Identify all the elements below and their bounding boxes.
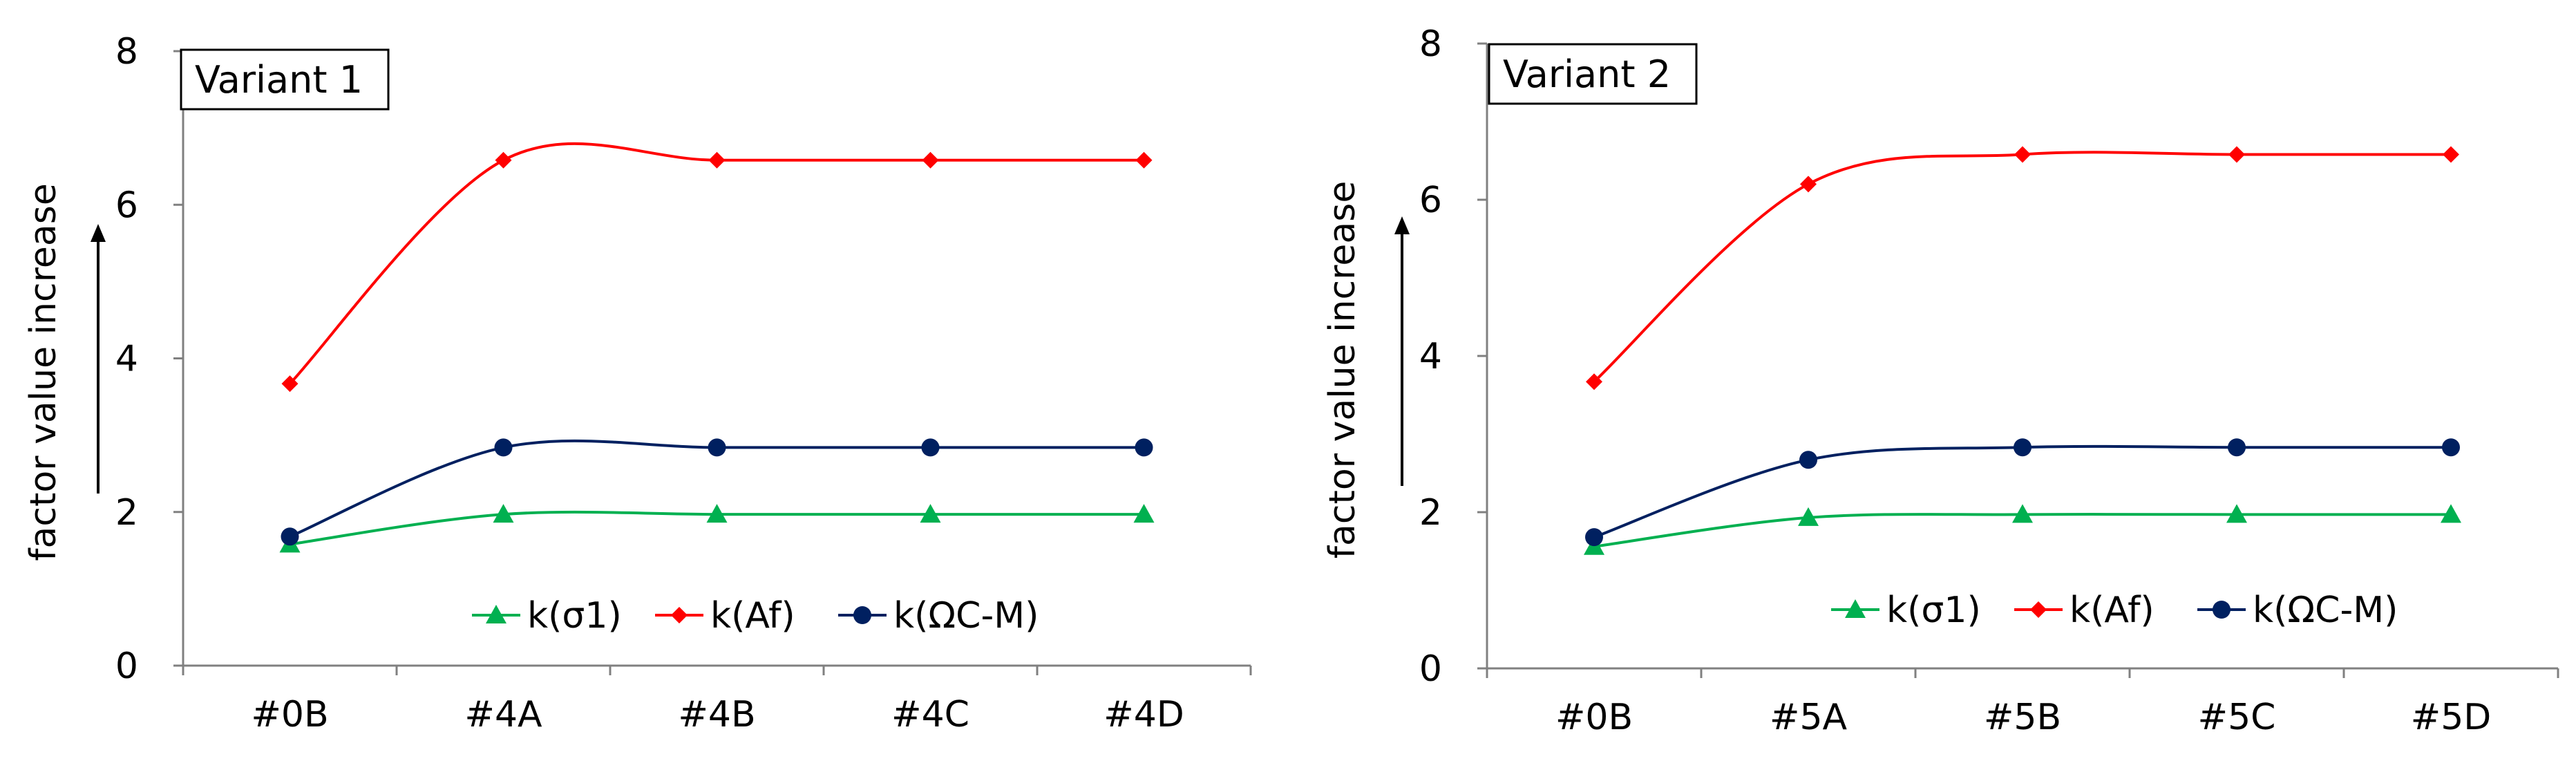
- legend-label: k(σ1): [1886, 590, 1981, 631]
- legend-label: k(ΩC-M): [893, 595, 1039, 637]
- data-point: [1798, 507, 1819, 526]
- y-tick-label: 6: [115, 185, 138, 226]
- series-2: [281, 142, 1153, 393]
- y-axis-title: factor value increase: [23, 183, 64, 561]
- variant-label-text: Variant 1: [195, 58, 363, 102]
- y-tick-label: 6: [1419, 180, 1442, 221]
- data-point: [494, 438, 513, 457]
- data-point: [2228, 146, 2245, 163]
- legend-marker: [486, 605, 506, 623]
- data-point: [2228, 438, 2246, 457]
- data-point: [2012, 504, 2033, 523]
- x-tick-label: #0B: [251, 694, 328, 735]
- y-tick-label: 0: [1419, 648, 1442, 690]
- legend: k(σ1) k(Af) k(ΩC-M): [1831, 590, 2398, 631]
- y-axis-title: factor value increase: [1322, 181, 1363, 559]
- chart-panel-2: 0 2 4 6 8 #0B #5A #5B #5C #5D factor value increas…: [1322, 24, 2559, 738]
- legend-label: k(ΩC-M): [2253, 590, 2398, 631]
- series-1: [1584, 504, 2461, 555]
- y-tick-label: 2: [1419, 492, 1442, 534]
- x-tick-label: #0B: [1555, 697, 1633, 738]
- data-point: [1135, 151, 1153, 169]
- data-point: [281, 375, 299, 393]
- x-tick-label: #4C: [891, 694, 969, 735]
- variant-label-box: Variant 2: [1488, 43, 1698, 105]
- y-tick-label: 8: [1419, 24, 1442, 65]
- legend-label: k(σ1): [527, 595, 622, 637]
- data-point: [2442, 438, 2460, 457]
- data-point: [922, 151, 939, 169]
- series-3: [281, 438, 1153, 546]
- data-point: [1586, 373, 1602, 391]
- up-arrow-icon: [91, 224, 106, 242]
- data-point: [495, 151, 512, 169]
- x-tick-label: #4D: [1104, 694, 1184, 735]
- y-tick-label: 2: [115, 492, 138, 534]
- legend-marker: [2030, 601, 2047, 618]
- series-line: [289, 142, 1144, 385]
- data-point: [2014, 146, 2031, 163]
- y-tick-label: 4: [1419, 336, 1442, 377]
- x-tick-label: #4A: [464, 694, 542, 735]
- variant-label-box: Variant 1: [180, 48, 390, 111]
- data-point: [2014, 438, 2032, 457]
- data-point: [708, 438, 726, 457]
- data-point: [1135, 438, 1153, 457]
- legend-marker: [853, 606, 871, 624]
- data-point: [2226, 504, 2247, 523]
- data-point: [706, 504, 728, 523]
- legend-marker: [2213, 601, 2231, 619]
- legend-item: k(Af): [655, 595, 795, 637]
- legend-label: k(Af): [710, 595, 795, 637]
- x-tick-label: #5D: [2411, 697, 2492, 738]
- variant-label-text: Variant 2: [1503, 53, 1671, 96]
- data-point: [493, 504, 514, 523]
- legend: k(σ1) k(Af) k(ΩC-M): [472, 595, 1039, 637]
- variant-label-frame: [180, 48, 390, 111]
- legend-marker: [1845, 599, 1866, 618]
- y-tick-label: 4: [115, 339, 138, 380]
- x-tick-label: #4B: [678, 694, 755, 735]
- data-point: [920, 504, 941, 523]
- variant-label-frame: [1488, 43, 1698, 105]
- x-tick-label: #5B: [1984, 697, 2061, 738]
- legend-item: k(Af): [2014, 590, 2154, 631]
- x-tick-label: #5A: [1770, 697, 1848, 738]
- data-point: [2441, 504, 2461, 523]
- legend-item: k(σ1): [1831, 590, 1981, 631]
- series-2: [1586, 146, 2459, 391]
- legend-label: k(Af): [2070, 590, 2154, 631]
- y-tick-label: 0: [115, 646, 138, 687]
- data-point: [1800, 176, 1817, 193]
- up-arrow-icon: [1394, 216, 1410, 234]
- legend-item: k(σ1): [472, 595, 622, 637]
- x-tick-label: #5C: [2198, 697, 2276, 738]
- data-point: [2443, 146, 2459, 163]
- data-point: [921, 438, 940, 457]
- data-point: [1585, 528, 1603, 547]
- data-point: [1133, 504, 1155, 523]
- series-1: [279, 504, 1155, 553]
- legend-item: k(ΩC-M): [2197, 590, 2398, 631]
- data-point: [1799, 451, 1817, 469]
- data-point: [281, 527, 299, 546]
- chart-panel-1: 0 2 4 6 8 #0B #4A #4B #4C #4D factor value increas…: [23, 31, 1252, 735]
- legend-marker: [671, 607, 688, 623]
- series-3: [1585, 438, 2460, 547]
- data-point: [708, 151, 726, 169]
- y-tick-label: 8: [115, 31, 138, 73]
- series-line: [1593, 444, 2451, 539]
- legend-item: k(ΩC-M): [838, 595, 1039, 637]
- series-line: [1593, 151, 2451, 383]
